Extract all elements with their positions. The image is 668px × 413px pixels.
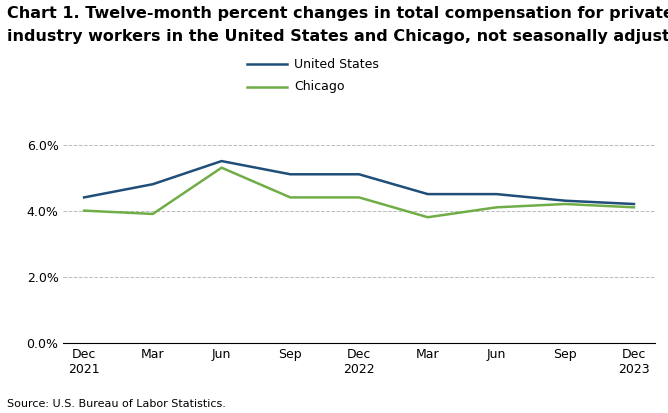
United States bbox=[424, 192, 432, 197]
Line: Chicago: Chicago bbox=[84, 168, 634, 217]
Chicago bbox=[630, 205, 638, 210]
Chicago bbox=[149, 211, 157, 216]
United States bbox=[80, 195, 88, 200]
United States bbox=[218, 159, 226, 164]
Chicago bbox=[424, 215, 432, 220]
Chicago bbox=[355, 195, 363, 200]
Chicago bbox=[561, 202, 569, 206]
Chicago bbox=[287, 195, 295, 200]
United States bbox=[630, 202, 638, 206]
United States bbox=[355, 172, 363, 177]
United States bbox=[561, 198, 569, 203]
Text: Chicago: Chicago bbox=[294, 80, 345, 93]
Chicago bbox=[80, 208, 88, 213]
United States bbox=[287, 172, 295, 177]
Text: United States: United States bbox=[294, 57, 379, 71]
Chicago bbox=[492, 205, 500, 210]
Line: United States: United States bbox=[84, 161, 634, 204]
Text: Chart 1. Twelve-month percent changes in total compensation for private: Chart 1. Twelve-month percent changes in… bbox=[7, 6, 668, 21]
United States bbox=[149, 182, 157, 187]
Text: Source: U.S. Bureau of Labor Statistics.: Source: U.S. Bureau of Labor Statistics. bbox=[7, 399, 226, 409]
Text: industry workers in the United States and Chicago, not seasonally adjusted: industry workers in the United States an… bbox=[7, 29, 668, 44]
United States bbox=[492, 192, 500, 197]
Chicago bbox=[218, 165, 226, 170]
